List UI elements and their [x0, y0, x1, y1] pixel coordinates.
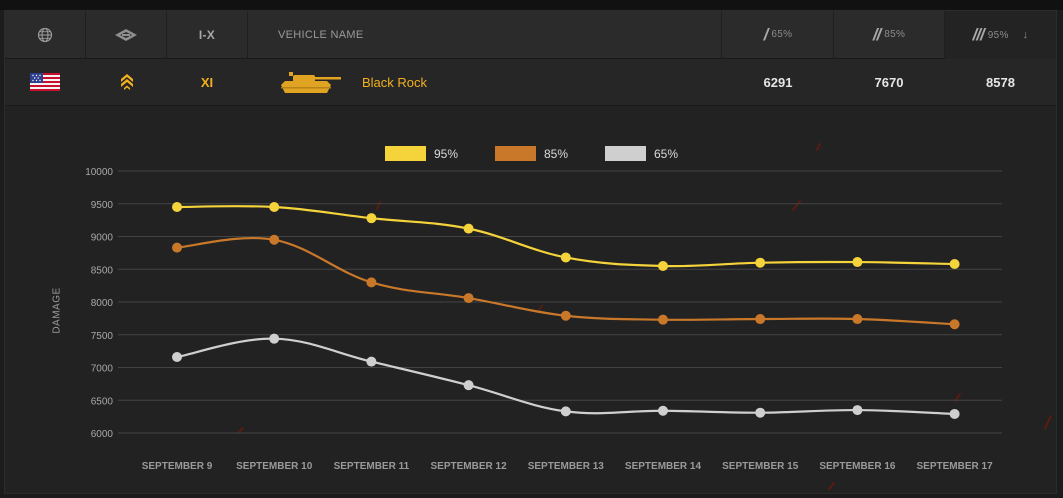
y-axis-label: DAMAGE [51, 287, 63, 334]
data-point-65[interactable] [269, 333, 280, 344]
x-tick-label: SEPTEMBER 14 [625, 461, 702, 472]
y-tick-label: 7500 [91, 331, 114, 342]
mark-85-label: 85% [884, 29, 906, 40]
data-point-85[interactable] [366, 277, 377, 288]
x-axis-ticks: SEPTEMBER 9 SEPTEMBER 10 SEPTEMBER 11 SEPTE… [142, 461, 993, 472]
chart-grid [118, 170, 1002, 434]
mark-2-bars-icon: // [872, 24, 882, 44]
data-point-95[interactable] [852, 257, 863, 268]
sort-95-button[interactable]: /// 95% ↓ [945, 11, 1056, 59]
data-point-65[interactable] [852, 405, 863, 416]
top-bar [0, 0, 1063, 10]
y-tick-label: 7000 [91, 364, 114, 375]
y-tick-label: 6000 [91, 429, 114, 440]
tier-filter[interactable]: I-X [167, 11, 248, 58]
data-point-95[interactable] [366, 213, 377, 224]
decorative-sparks [94, 71, 1052, 490]
x-tick-label: SEPTEMBER 15 [722, 461, 799, 472]
nation-filter[interactable] [5, 11, 86, 58]
data-point-85[interactable] [463, 293, 474, 304]
vehicle-name-header-label: VEHICLE NAME [278, 28, 364, 41]
data-point-85[interactable] [560, 310, 571, 321]
mark-3-bars-icon: /// [972, 25, 985, 44]
data-point-65[interactable] [755, 407, 766, 418]
vehicle-name-header[interactable]: VEHICLE NAME [248, 11, 722, 58]
line-chart: 6000 6500 7000 7500 8000 8500 9000 9500 10000 SE… [85, 71, 1052, 490]
heavy-tank-chevron-icon [117, 59, 137, 105]
mark-85-value: 7670 [874, 74, 904, 90]
vehicle-type-filter[interactable] [86, 11, 167, 58]
series-line-65 [176, 337, 955, 416]
data-point-95[interactable] [755, 257, 766, 268]
x-tick-label: SEPTEMBER 16 [819, 461, 896, 472]
x-tick-label: SEPTEMBER 10 [236, 461, 313, 472]
sort-descending-icon: ↓ [1022, 29, 1029, 41]
data-point-65[interactable] [463, 380, 474, 391]
chart-series [172, 202, 960, 419]
data-point-95[interactable] [949, 259, 960, 270]
data-point-85[interactable] [852, 314, 863, 325]
sort-85-button[interactable]: // 85% [834, 11, 945, 58]
legend-label-65: 65% [654, 146, 679, 161]
data-point-85[interactable] [172, 242, 182, 253]
vehicle-name[interactable]: Black Rock [362, 74, 428, 90]
y-tick-label: 10000 [85, 167, 113, 178]
vehicle-marks-panel: I-X VEHICLE NAME / 65% // 85% /// 95% ↓ [4, 10, 1057, 494]
data-point-85[interactable] [269, 234, 280, 245]
table-row[interactable]: XI Black Rock 6291 7670 8578 [5, 59, 1056, 106]
x-tick-label: SEPTEMBER 9 [142, 461, 213, 472]
data-point-95[interactable] [560, 252, 571, 263]
tank-silhouette-icon [275, 59, 345, 105]
legend-item-85[interactable]: 85% [495, 146, 568, 161]
data-point-85[interactable] [658, 314, 668, 325]
data-point-95[interactable] [658, 260, 668, 271]
y-tick-label: 8500 [91, 265, 114, 276]
data-point-65[interactable] [658, 405, 668, 416]
mark-65-value: 6291 [763, 74, 793, 90]
table-header: I-X VEHICLE NAME / 65% // 85% /// 95% ↓ [5, 11, 1056, 59]
x-tick-label: SEPTEMBER 13 [528, 461, 605, 472]
mark-95-label: 95% [987, 29, 1009, 41]
x-tick-label: SEPTEMBER 12 [431, 461, 508, 472]
legend-item-95[interactable]: 95% [385, 146, 458, 161]
mark-1-bars-icon: / [763, 24, 769, 44]
globe-icon [37, 27, 53, 42]
legend-label-95: 95% [434, 146, 459, 161]
mark-65-label: 65% [771, 29, 793, 40]
data-point-85[interactable] [949, 319, 960, 330]
data-point-85[interactable] [755, 314, 766, 325]
x-tick-label: SEPTEMBER 17 [917, 461, 994, 472]
usa-flag-icon [29, 59, 61, 105]
data-point-65[interactable] [366, 356, 377, 367]
vehicle-class-icon [115, 28, 137, 41]
y-tick-label: 9000 [91, 233, 114, 244]
y-tick-label: 8000 [91, 298, 114, 309]
data-point-95[interactable] [172, 202, 182, 213]
mark-95-value: 8578 [986, 74, 1015, 90]
legend-swatch-85 [495, 146, 536, 161]
tier-header-label: I-X [198, 27, 216, 42]
legend-item-65[interactable]: 65% [605, 146, 678, 161]
data-point-95[interactable] [269, 202, 280, 213]
legend-swatch-95 [385, 146, 426, 161]
data-point-65[interactable] [949, 408, 960, 419]
y-tick-label: 9500 [91, 200, 114, 211]
x-tick-label: SEPTEMBER 11 [334, 461, 410, 472]
data-point-95[interactable] [463, 223, 474, 234]
data-point-65[interactable] [172, 352, 182, 363]
vehicle-tier: XI [200, 74, 214, 90]
damage-chart: 6000 6500 7000 7500 8000 8500 9000 9500 10000 SE… [5, 71, 1056, 493]
data-point-65[interactable] [560, 406, 571, 417]
y-tick-label: 6500 [91, 396, 114, 407]
sort-65-button[interactable]: / 65% [723, 11, 834, 58]
legend-label-85: 85% [544, 146, 569, 161]
y-axis-ticks: 6000 6500 7000 7500 8000 8500 9000 9500 10000 [85, 167, 113, 440]
legend-swatch-65 [605, 146, 646, 161]
